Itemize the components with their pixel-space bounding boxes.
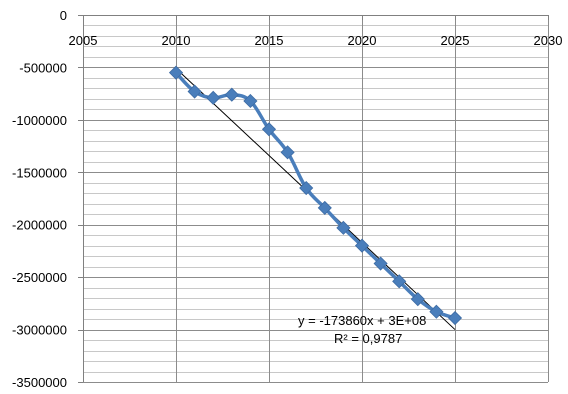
x-tick-label: 2015 xyxy=(255,33,284,48)
y-tick-label: -500000 xyxy=(19,60,67,75)
data-point-marker xyxy=(206,90,221,105)
y-tick-label: -3000000 xyxy=(12,323,67,338)
trendline-r-squared: R² = 0,9787 xyxy=(334,331,402,346)
data-point-marker xyxy=(224,87,239,102)
data-point-marker xyxy=(261,122,277,137)
gridlines xyxy=(83,15,549,383)
x-tick-label: 2005 xyxy=(69,33,98,48)
data-point-marker xyxy=(187,84,202,99)
data-point-marker xyxy=(299,180,314,196)
y-tick-label: 0 xyxy=(60,8,67,23)
data-point-marker xyxy=(243,93,258,109)
tick-labels: 2005 2010 2015 2020 2025 2030 0 -500000 -1000000… xyxy=(12,8,563,390)
data-point-marker xyxy=(429,304,444,319)
x-tick-label: 2025 xyxy=(441,33,470,48)
data-point-marker xyxy=(317,200,332,216)
data-point-marker xyxy=(392,274,407,289)
data-point-marker xyxy=(373,256,388,271)
series-line xyxy=(174,70,457,320)
y-tick-label: -1500000 xyxy=(12,165,67,180)
y-tick-label: -2500000 xyxy=(12,270,67,285)
data-point-marker xyxy=(168,65,184,80)
y-tick-label: -2000000 xyxy=(12,218,67,233)
data-point-marker xyxy=(354,238,370,253)
x-tick-label: 2020 xyxy=(348,33,377,48)
data-point-marker xyxy=(280,145,295,160)
y-tick-label: -3500000 xyxy=(12,375,67,389)
x-tick-label: 2030 xyxy=(534,33,563,48)
x-tick-label: 2010 xyxy=(162,33,191,48)
trendline-equation: y = -173860x + 3E+08 xyxy=(298,313,426,328)
data-point-marker xyxy=(336,220,351,235)
data-point-marker xyxy=(410,292,425,307)
y-tick-label: -1000000 xyxy=(12,113,67,128)
axes xyxy=(78,15,549,383)
series-group xyxy=(168,65,463,326)
data-point-marker xyxy=(447,310,463,326)
